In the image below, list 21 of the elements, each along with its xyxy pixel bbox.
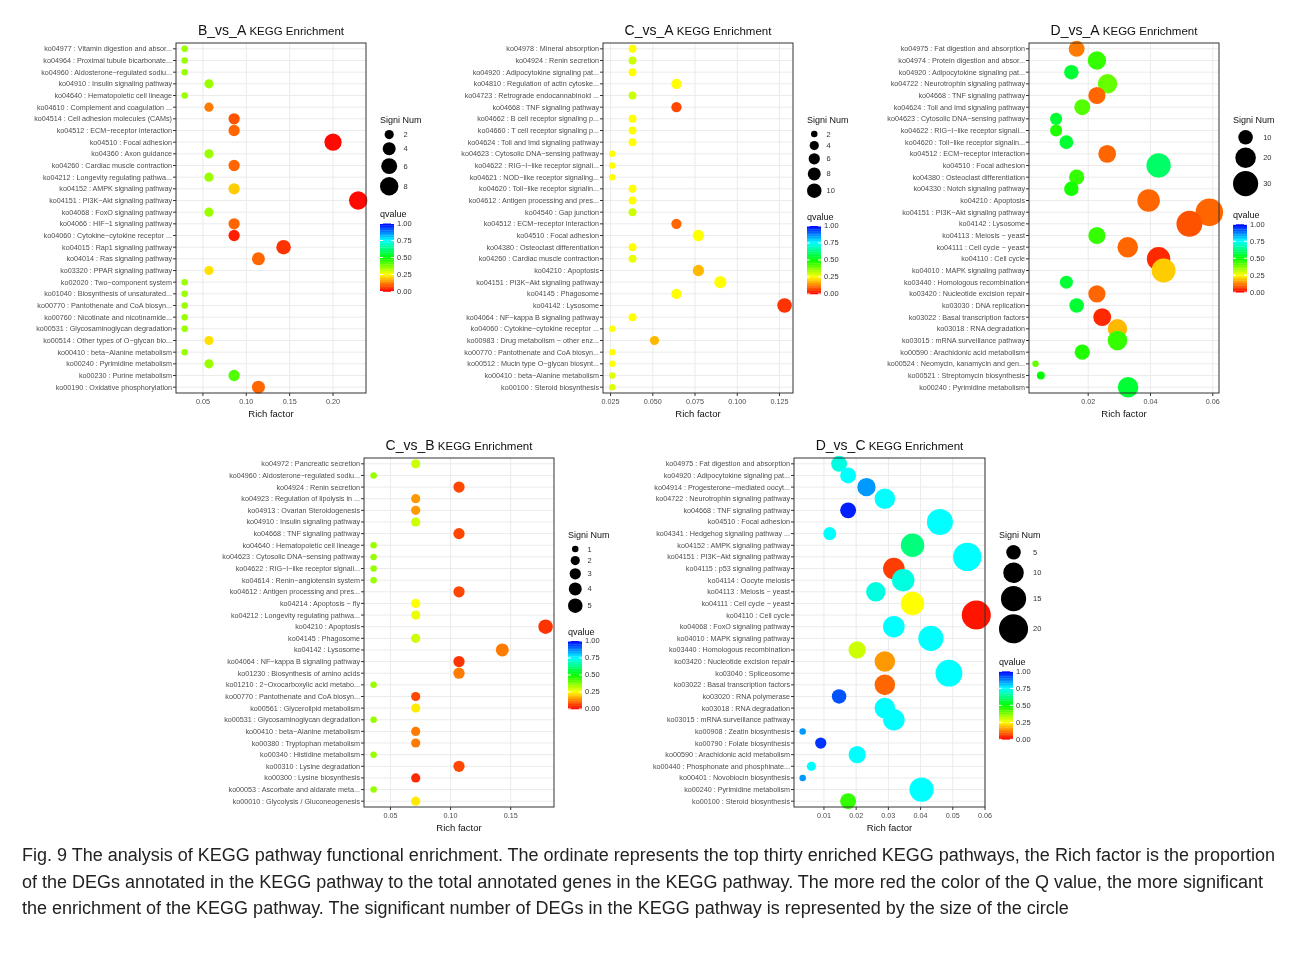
chart-title: C_vs_B KEGG Enrichment	[385, 437, 534, 453]
legend-title: Signi Num	[1233, 115, 1275, 125]
legend-title: Signi Num	[807, 115, 849, 125]
x-axis-title: Rich factor	[866, 822, 913, 833]
x-axis-title: Rich factor	[436, 822, 482, 833]
legend-title: Signi Num	[380, 115, 422, 125]
legend-title: Signi Num	[568, 530, 610, 540]
x-axis-title: Rich factor	[1101, 408, 1147, 419]
chart-title: D_vs_C KEGG Enrichment	[815, 437, 965, 453]
x-axis-title: Rich factor	[675, 408, 721, 419]
color-bar-title: qvalue	[1233, 210, 1260, 221]
x-axis-title: Rich factor	[248, 408, 294, 419]
chart-title: D_vs_A KEGG Enrichment	[1050, 22, 1199, 38]
color-bar-title: qvalue	[999, 657, 1026, 668]
chart-title: B_vs_A KEGG Enrichment	[197, 22, 345, 38]
chart-title: C_vs_A KEGG Enrichment	[624, 22, 773, 38]
color-bar-title: qvalue	[380, 209, 407, 220]
caption: Fig. 9 The analysis of KEGG pathway functional enrichment. The ordinate represents the top thirty enriched KEGG pathways, the Rich factor is the proportion of the DEGs annotated in the KEGG pathway to the total annotated genes in the KEGG pathway. The more red the color of the Q value, the more significant the enrichment of the KEGG pathway. The significant number of DEGs in the KEGG pathway is represented by the size of the circle	[22, 844, 1276, 920]
color-bar-title: qvalue	[568, 626, 595, 637]
color-bar-title: qvalue	[807, 211, 834, 222]
legend-title: Signi Num	[999, 530, 1041, 540]
